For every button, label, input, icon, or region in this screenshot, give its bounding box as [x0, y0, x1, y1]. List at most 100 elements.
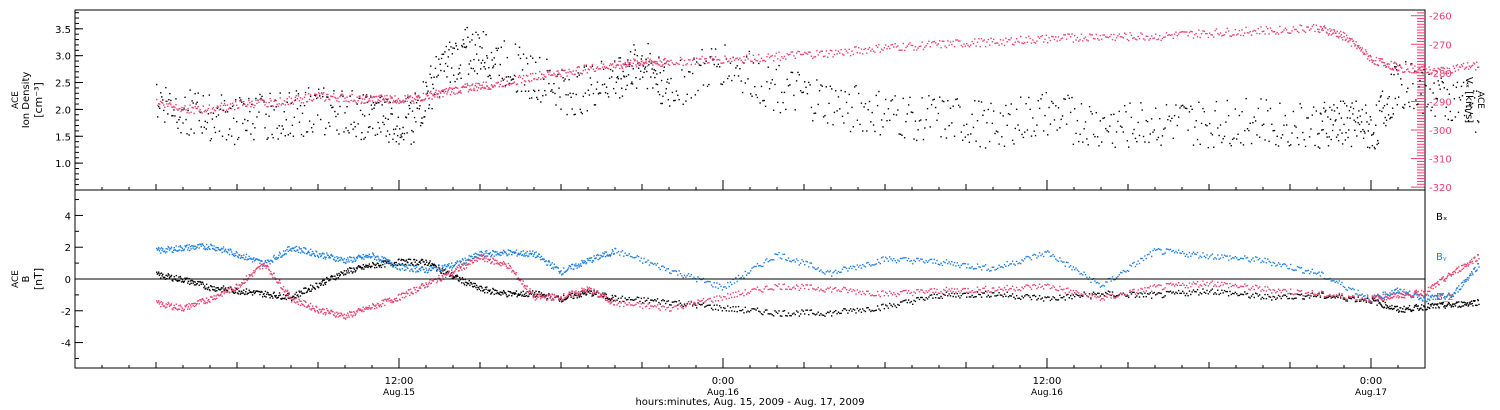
data-point [455, 42, 457, 45]
data-point [396, 264, 399, 267]
data-point [172, 251, 174, 254]
data-point [634, 59, 636, 61]
data-point [910, 44, 913, 47]
data-point [250, 133, 252, 135]
data-point [700, 304, 702, 306]
data-point [461, 276, 464, 279]
data-point [1412, 67, 1414, 69]
data-point [167, 273, 169, 275]
data-point [1412, 309, 1415, 311]
data-point [820, 312, 822, 315]
data-point [1141, 109, 1143, 111]
data-point [1117, 294, 1119, 297]
data-point [1397, 73, 1399, 75]
data-point [1446, 88, 1448, 91]
data-point [1341, 132, 1343, 134]
data-point [756, 307, 759, 309]
data-point [384, 266, 386, 268]
data-point [352, 271, 354, 273]
data-point [1242, 144, 1245, 146]
data-point [372, 261, 374, 264]
data-point [1318, 132, 1320, 135]
data-point [421, 99, 424, 102]
data-point [1190, 105, 1192, 108]
data-point [883, 113, 886, 115]
data-point [432, 94, 435, 97]
data-point [1010, 295, 1012, 297]
data-point [324, 100, 326, 102]
data-point [1329, 30, 1332, 32]
data-point [365, 94, 368, 97]
data-point [162, 273, 164, 276]
data-point [369, 94, 372, 97]
data-point [372, 252, 374, 254]
data-point [650, 299, 652, 301]
data-point [987, 294, 989, 297]
data-point [182, 122, 184, 124]
data-point [1371, 302, 1373, 304]
data-point [1269, 296, 1272, 298]
data-point [1048, 296, 1050, 298]
data-point [1117, 120, 1119, 123]
data-point [930, 41, 933, 44]
data-point [540, 101, 542, 103]
data-point [309, 248, 312, 250]
data-point [524, 80, 527, 83]
data-point [1329, 295, 1331, 297]
data-point [204, 109, 206, 112]
data-point [1040, 98, 1042, 100]
data-point [790, 315, 792, 317]
data-point [276, 127, 278, 129]
data-point [979, 145, 981, 148]
data-point [176, 108, 178, 110]
data-point [1383, 62, 1386, 64]
data-point [507, 249, 510, 251]
data-point [423, 116, 426, 118]
data-point [817, 54, 819, 56]
data-point [1470, 65, 1473, 67]
data-point [393, 100, 395, 103]
data-point [504, 251, 507, 253]
data-point [174, 106, 176, 109]
data-point [227, 108, 230, 110]
data-point [401, 132, 404, 135]
data-point [1348, 37, 1351, 39]
bottom-left-tick-label: 0 [65, 275, 71, 286]
data-point [303, 287, 305, 290]
data-point [1312, 295, 1315, 298]
data-point [1028, 35, 1030, 38]
data-point [1364, 132, 1366, 134]
data-point [1140, 292, 1142, 294]
data-point [1398, 311, 1400, 313]
data-point [573, 268, 575, 270]
data-point [431, 263, 433, 265]
data-point [1140, 32, 1142, 34]
data-point [1183, 31, 1185, 33]
data-point [398, 102, 400, 105]
data-point [313, 286, 315, 289]
data-point [350, 123, 352, 126]
data-point [812, 120, 814, 122]
data-point [249, 257, 252, 260]
data-point [433, 76, 435, 78]
data-point [661, 65, 663, 67]
data-point [1268, 33, 1270, 35]
data-point [679, 59, 682, 62]
data-point [1095, 293, 1097, 296]
data-point [1145, 295, 1147, 298]
data-point [669, 64, 671, 66]
data-point [407, 267, 409, 270]
data-point [517, 294, 519, 296]
data-point [1375, 104, 1378, 106]
data-point [448, 263, 450, 265]
data-point [401, 136, 403, 138]
data-point [1098, 145, 1100, 147]
data-point [219, 105, 222, 107]
data-point [503, 291, 506, 293]
data-point [525, 294, 528, 297]
data-point [477, 82, 479, 85]
data-point [479, 285, 481, 287]
data-point [675, 90, 678, 92]
data-point [1271, 299, 1273, 301]
data-point [237, 138, 239, 141]
